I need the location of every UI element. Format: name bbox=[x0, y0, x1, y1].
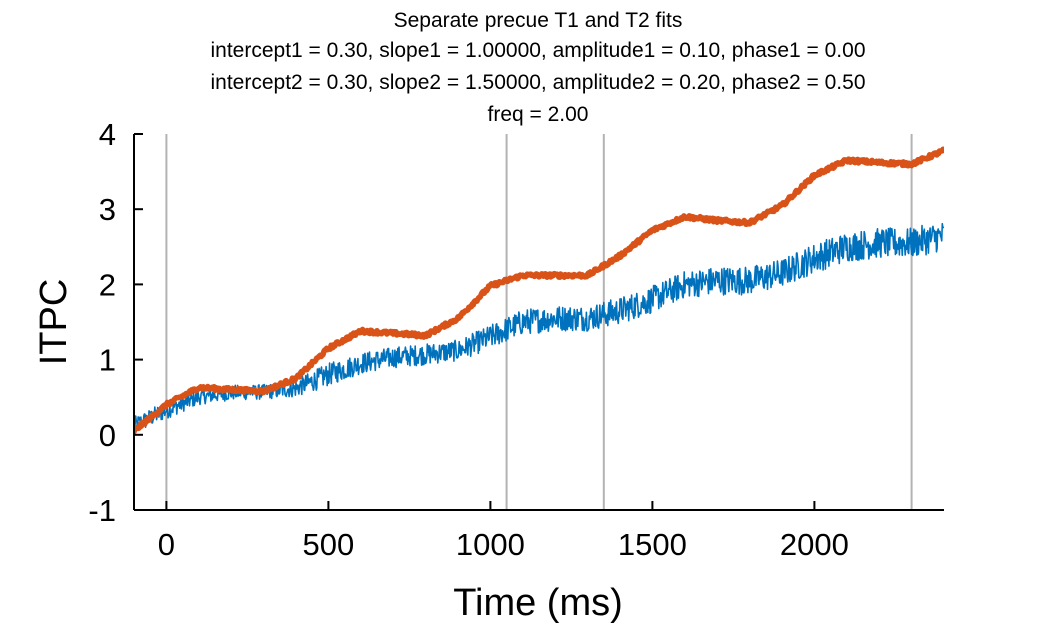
x-axis-label: Time (ms) bbox=[453, 582, 623, 624]
x-axis: 0 500 1000 1500 2000 bbox=[134, 501, 944, 562]
series-1-trace bbox=[134, 222, 944, 431]
x-tick-label: 1000 bbox=[456, 527, 525, 562]
plot-area bbox=[134, 134, 944, 510]
y-tick-label: 4 bbox=[99, 117, 116, 152]
title-line-2: intercept1 = 0.30, slope1 = 1.00000, amp… bbox=[211, 39, 866, 62]
chart-title: Separate precue T1 and T2 fits intercept… bbox=[211, 9, 866, 126]
series-2 bbox=[134, 146, 944, 435]
y-tick-label: 2 bbox=[99, 267, 116, 302]
series-2-trace bbox=[134, 146, 944, 435]
series-1 bbox=[134, 222, 944, 431]
x-tick-label: 0 bbox=[158, 527, 175, 562]
x-tick-label: 500 bbox=[303, 527, 355, 562]
x-tick-label: 2000 bbox=[780, 527, 849, 562]
y-tick-label: 1 bbox=[99, 343, 116, 378]
title-line-1: Separate precue T1 and T2 fits bbox=[394, 9, 683, 32]
y-axis: -1 0 1 2 3 4 bbox=[88, 117, 143, 528]
title-line-4: freq = 2.00 bbox=[488, 103, 589, 126]
y-axis-label: ITPC bbox=[33, 279, 75, 366]
y-tick-label: -1 bbox=[88, 493, 116, 528]
x-tick-label: 1500 bbox=[618, 527, 687, 562]
y-tick-label: 0 bbox=[99, 418, 116, 453]
title-line-3: intercept2 = 0.30, slope2 = 1.50000, amp… bbox=[211, 71, 866, 94]
y-tick-label: 3 bbox=[99, 192, 116, 227]
